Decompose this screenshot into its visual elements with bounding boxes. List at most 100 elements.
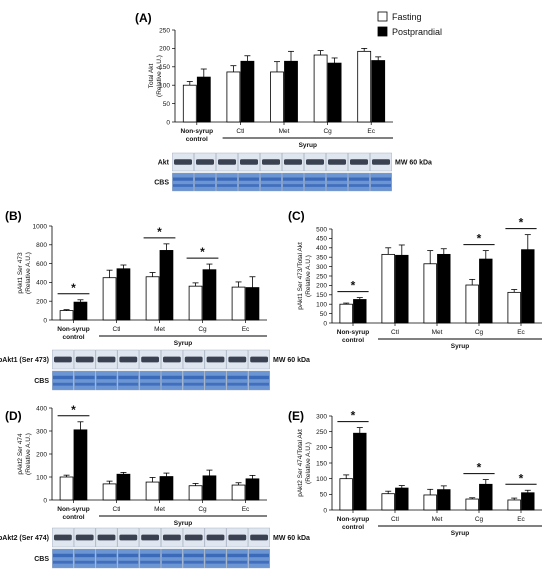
blot-band-label: CBS: [34, 378, 49, 385]
x-tick-label: Ctl: [236, 128, 245, 135]
x-tick-label-line: Non-syrup: [57, 506, 90, 513]
bar-fasting: [182, 84, 197, 123]
blot-band-label: Akt: [158, 160, 170, 167]
y-axis-title-line: pAkt2 Ser 474/Total Akt: [297, 429, 304, 497]
blot-band: [327, 184, 347, 187]
x-tick-label-line: Ctl: [113, 506, 122, 513]
blot-band: [75, 356, 94, 363]
y-tick-label: 50: [163, 101, 171, 108]
x-tick-label: Met: [279, 128, 290, 135]
blot-lane: [304, 172, 326, 192]
blot-lane: [172, 172, 194, 192]
bar-fasting: [270, 71, 284, 123]
blot-band: [183, 375, 204, 380]
blot-band: [140, 382, 160, 386]
bar-fasting: [145, 276, 160, 321]
bar-postprandial: [202, 475, 217, 501]
bar-postprandial: [437, 489, 451, 511]
blot-band: [183, 553, 204, 558]
blot-band: [196, 159, 214, 165]
bar-postprandial: [395, 487, 409, 511]
blot-lane: [52, 370, 74, 391]
y-axis-title-line: (Relative A.U.): [305, 442, 312, 484]
y-tick-label: 200: [36, 299, 47, 306]
y-tick-label: 200: [159, 46, 170, 53]
x-tick-label: Ctl: [391, 516, 400, 523]
bar-fasting: [231, 286, 246, 321]
x-tick-label-line: Met: [279, 128, 290, 135]
significance-star: *: [71, 403, 76, 417]
x-tick-label-line: Ec: [242, 506, 250, 513]
legend-swatch-fasting: [377, 11, 388, 22]
bar-fasting: [188, 485, 203, 501]
bar-fasting: [59, 310, 74, 321]
blot-lane: [52, 548, 74, 569]
blot-band: [118, 560, 139, 564]
blot-band: [239, 184, 259, 187]
x-tick-label-line: Cg: [198, 506, 207, 513]
blot-lane: [226, 548, 249, 569]
x-tick-label: Cg: [475, 516, 484, 523]
blot-band: [305, 184, 325, 187]
blot-band: [261, 177, 281, 181]
x-tick-label-line: Ctl: [391, 516, 400, 523]
bar-postprandial: [73, 429, 88, 501]
blot-band: [96, 560, 117, 564]
blot-band: [96, 375, 117, 380]
blot-band: [228, 534, 247, 541]
panel-c: (C) 0 50 100 150 200 250 300 350 400 450 500 pAkt1 S…: [288, 209, 542, 350]
y-tick-label: 150: [316, 292, 327, 299]
bar-fasting: [381, 253, 395, 324]
bar-postprandial: [284, 60, 298, 123]
y-tick-label: 300: [36, 428, 47, 435]
blot-band-label: pAkt1 (Ser 473): [0, 357, 49, 364]
blot-lane: [139, 548, 161, 569]
blot-lane: [238, 172, 260, 192]
blot-band-label: CBS: [34, 556, 49, 563]
blot-lane: [216, 172, 238, 192]
x-tick-label: Ec: [517, 329, 525, 336]
blot-lane: [182, 548, 205, 569]
x-tick-label-line: Non-syrup: [337, 516, 370, 523]
x-tick-label-line: Ec: [242, 326, 250, 333]
bar-postprandial: [353, 432, 367, 511]
x-tick-label: Met: [154, 326, 165, 333]
y-tick-label: 400: [316, 245, 327, 252]
blot-band: [119, 534, 138, 541]
x-tick-label-line: control: [186, 136, 208, 143]
x-tick-label-line: Non-syrup: [181, 128, 214, 135]
y-tick-label: 0: [323, 320, 327, 327]
x-tick-label-line: Cg: [198, 326, 207, 333]
blot-band: [184, 534, 203, 541]
blot-band-label: pAkt2 (Ser 474): [0, 535, 49, 542]
x-tick-label: Non-syrup control: [57, 326, 90, 341]
blot-band: [119, 356, 138, 363]
y-axis-title-line: (Relative A.U.): [25, 433, 32, 475]
bar-postprandial: [73, 301, 88, 321]
syrup-label: Syrup: [451, 343, 469, 350]
syrup-label: Syrup: [299, 142, 317, 149]
blot-lane: [161, 548, 183, 569]
blot-band: [227, 382, 248, 386]
bar-postprandial: [521, 492, 535, 511]
blot-band: [349, 177, 369, 181]
x-tick-label: Ec: [242, 506, 250, 513]
significance-star: *: [477, 232, 482, 246]
y-tick-label: 250: [316, 429, 327, 436]
x-tick-label: Ec: [242, 326, 250, 333]
y-axis-title: pAkt1 Ser 473/Total Akt(Relative A.U.): [297, 242, 312, 310]
y-tick-label: 300: [316, 264, 327, 271]
y-axis-title-line: Total Akt: [148, 64, 155, 89]
x-tick-label: Non-syrup control: [337, 516, 370, 531]
blot-band: [54, 534, 72, 541]
blot-mw-label: MW 60 kDa: [273, 357, 310, 364]
x-tick-label-line: control: [342, 524, 364, 531]
panel-label: (B): [5, 209, 22, 223]
y-tick-label: 350: [316, 255, 327, 262]
significance-star: *: [519, 471, 524, 485]
blot-lane: [248, 548, 270, 569]
y-axis-title: pAkt2 Ser 474(Relative A.U.): [17, 433, 32, 475]
blot-band: [227, 560, 248, 564]
